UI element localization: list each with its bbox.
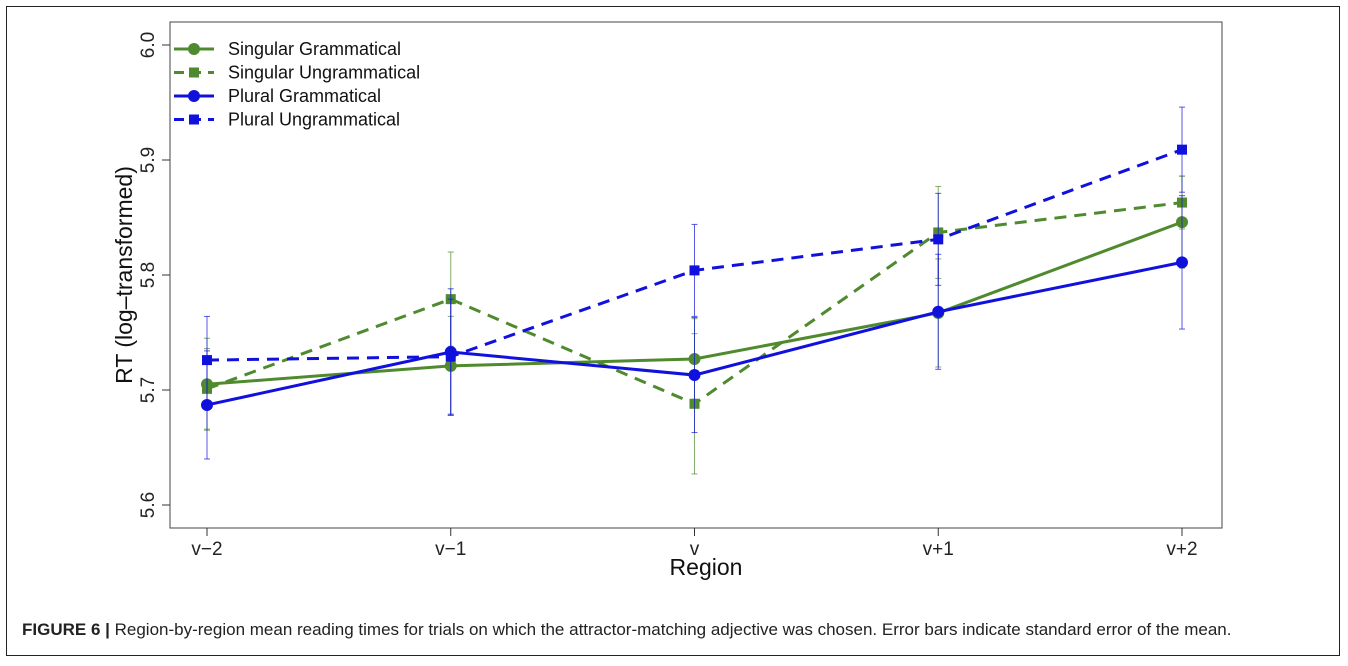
legend-label: Plural Ungrammatical — [228, 110, 400, 130]
data-point — [1176, 256, 1188, 269]
x-axis-label: Region — [670, 554, 743, 580]
data-point — [445, 351, 456, 362]
data-point — [202, 355, 212, 366]
y-tick-label: 5.8 — [138, 262, 159, 288]
x-tick-label: v−1 — [435, 539, 466, 560]
data-point — [932, 305, 945, 318]
figure-frame — [6, 6, 1340, 656]
figure-caption: FIGURE 6 | Region-by-region mean reading… — [22, 620, 1332, 640]
x-tick-label: v+1 — [923, 539, 954, 560]
y-axis: 5.6 5.7 5.8 5.9 6.0 — [138, 32, 170, 518]
series-3 — [202, 106, 1187, 415]
legend-marker — [189, 67, 199, 78]
data-point — [688, 369, 701, 382]
legend-label: Singular Grammatical — [228, 39, 401, 59]
legend-marker — [188, 43, 200, 55]
figure-caption-text: Region-by-region mean reading times for … — [109, 620, 1232, 639]
y-axis-label: RT (log–transformed) — [111, 166, 137, 384]
data-point — [1177, 144, 1187, 155]
legend-marker — [188, 90, 200, 102]
legend-label: Plural Grammatical — [228, 86, 381, 106]
x-tick-label: v−2 — [191, 539, 222, 560]
y-tick-label: 5.7 — [138, 377, 159, 403]
data-point — [933, 234, 944, 245]
series-layer — [201, 106, 1188, 475]
legend-marker — [189, 114, 199, 125]
x-tick-label: v+2 — [1166, 539, 1197, 560]
y-tick-label: 5.6 — [138, 492, 159, 518]
line-chart: 5.6 5.7 5.8 5.9 6.0 v−2 v−1 v v+1 v+2 Singular G… — [111, 21, 1223, 580]
figure-caption-label: FIGURE 6 | — [22, 620, 110, 639]
legend: Singular Grammatical Singular Ungrammatic… — [174, 39, 420, 130]
y-tick-label: 5.9 — [138, 147, 159, 173]
y-tick-label: 6.0 — [138, 32, 159, 58]
x-tick-label: v — [690, 539, 700, 560]
data-point — [689, 265, 700, 276]
x-axis: v−2 v−1 v v+1 v+2 — [191, 528, 1198, 560]
data-point — [201, 398, 213, 411]
legend-label: Singular Ungrammatical — [228, 63, 420, 83]
